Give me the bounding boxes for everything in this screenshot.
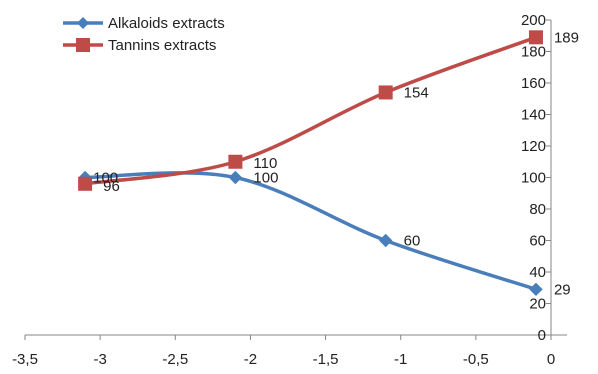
x-tick-label: 0 xyxy=(547,351,555,368)
data-label: 96 xyxy=(103,178,120,195)
data-label: 100 xyxy=(253,170,278,187)
legend-square-marker xyxy=(76,38,90,52)
x-tick-label: -2,5 xyxy=(162,351,188,368)
x-tick-marks xyxy=(24,335,552,340)
legend-label: Alkaloids extracts xyxy=(108,15,225,32)
diamond-marker xyxy=(378,233,393,248)
y-tick-label: 40 xyxy=(529,264,546,281)
y-tick-marks xyxy=(546,19,551,336)
y-tick-label: 180 xyxy=(521,44,546,61)
data-label: 110 xyxy=(253,155,277,172)
x-tick-label: -3 xyxy=(93,351,106,368)
y-tick-label: 160 xyxy=(521,75,546,92)
data-label: 189 xyxy=(554,29,579,46)
x-tick-label: -1 xyxy=(394,351,407,368)
x-tick-label: -3,5 xyxy=(12,351,38,368)
series-lines xyxy=(83,35,538,292)
y-tick-label: 120 xyxy=(521,138,546,155)
x-tick-label: -1,5 xyxy=(313,351,339,368)
data-label: 60 xyxy=(404,233,421,250)
y-tick-labels: 0 20 40 60 80 100 120 140 160 180 200 xyxy=(521,12,546,344)
square-marker xyxy=(78,176,93,191)
legend: Alkaloids extracts Tannins extracts xyxy=(63,15,225,54)
series-line-alkaloids xyxy=(83,171,538,292)
y-tick-label: 0 xyxy=(538,327,546,344)
x-tick-label: -2 xyxy=(244,351,257,368)
square-marker xyxy=(528,30,543,45)
y-tick-label: 100 xyxy=(521,170,546,187)
x-tick-labels: -3,5 -3 -2,5 -2 -1,5 -1 -0,5 0 xyxy=(12,351,555,368)
y-tick-label: 60 xyxy=(529,233,546,250)
legend-diamond-marker xyxy=(77,17,89,29)
diamond-marker xyxy=(529,282,543,297)
y-tick-label: 80 xyxy=(529,201,546,218)
x-tick-label: -0,5 xyxy=(463,351,489,368)
y-tick-label: 200 xyxy=(521,12,546,29)
data-labels: 100 100 60 29 96 110 154 189 xyxy=(93,29,579,298)
data-label: 154 xyxy=(404,84,429,101)
series-line-tannins xyxy=(83,35,538,186)
legend-label: Tannins extracts xyxy=(108,37,216,54)
square-marker xyxy=(228,154,243,169)
y-tick-label: 20 xyxy=(529,296,546,313)
data-label: 100 xyxy=(93,170,118,187)
diamond-marker xyxy=(228,170,243,185)
square-marker xyxy=(378,85,393,100)
data-label: 29 xyxy=(554,281,571,298)
series-markers xyxy=(78,30,543,297)
y-tick-label: 140 xyxy=(521,107,546,124)
